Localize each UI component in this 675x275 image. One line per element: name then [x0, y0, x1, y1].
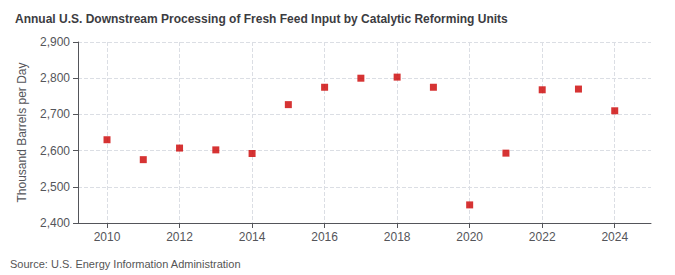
svg-text:2020: 2020 — [456, 230, 483, 244]
svg-text:2014: 2014 — [239, 230, 266, 244]
svg-text:2,500: 2,500 — [40, 180, 70, 194]
svg-text:2,700: 2,700 — [40, 107, 70, 121]
svg-text:Thousand Barrels per Day: Thousand Barrels per Day — [15, 62, 29, 202]
svg-text:Annual U.S. Downstream Process: Annual U.S. Downstream Processing of Fre… — [15, 12, 508, 26]
svg-text:Source: U.S. Energy Informatio: Source: U.S. Energy Information Administ… — [10, 258, 241, 270]
svg-text:2012: 2012 — [166, 230, 193, 244]
svg-text:2,400: 2,400 — [40, 216, 70, 230]
svg-text:2024: 2024 — [601, 230, 628, 244]
svg-text:2,600: 2,600 — [40, 144, 70, 158]
svg-text:2018: 2018 — [384, 230, 411, 244]
svg-text:2022: 2022 — [529, 230, 556, 244]
svg-text:2010: 2010 — [94, 230, 121, 244]
svg-text:2,800: 2,800 — [40, 71, 70, 85]
svg-text:2016: 2016 — [311, 230, 338, 244]
svg-text:2,900: 2,900 — [40, 35, 70, 49]
